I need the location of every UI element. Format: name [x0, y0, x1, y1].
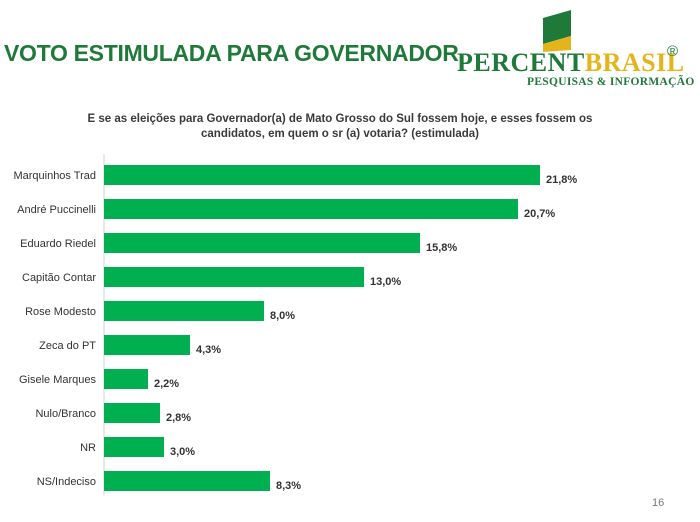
bar — [104, 301, 264, 321]
data-label: 2,8% — [166, 412, 191, 424]
category-label: Zeca do PT — [39, 340, 96, 352]
bar — [104, 369, 148, 389]
data-label: 4,3% — [196, 344, 221, 356]
logo-subtitle: PESQUISAS & INFORMAÇÃO — [527, 76, 695, 88]
data-label: 8,0% — [270, 310, 295, 322]
bar — [104, 403, 160, 423]
logo-word-brasil: BRASIL — [584, 48, 685, 77]
category-label: NR — [80, 442, 96, 454]
category-label: André Puccinelli — [17, 204, 96, 216]
bar — [104, 233, 420, 253]
data-label: 8,3% — [276, 480, 301, 492]
page-title: VOTO ESTIMULADA PARA GOVERNADOR — [4, 40, 459, 66]
page-number: 16 — [652, 497, 665, 509]
category-label: Capitão Contar — [22, 272, 96, 284]
data-label: 3,0% — [170, 446, 195, 458]
category-label: Nulo/Branco — [35, 408, 96, 420]
category-label: NS/Indeciso — [37, 476, 96, 488]
bar — [104, 471, 270, 491]
data-label: 2,2% — [154, 378, 179, 390]
data-label: 13,0% — [370, 276, 401, 288]
category-label: Rose Modesto — [25, 306, 96, 318]
logo-word-percent: PERCENT — [457, 48, 585, 77]
survey-question: E se as eleições para Governador(a) de M… — [87, 113, 593, 140]
bar — [104, 335, 190, 355]
category-label: Marquinhos Trad — [13, 170, 96, 182]
bar — [104, 267, 364, 287]
percent-brasil-logo: PERCENTBRASIL ® PESQUISAS & INFORMAÇÃO — [455, 10, 695, 92]
data-label: 15,8% — [426, 242, 457, 254]
flag-icon — [543, 10, 571, 52]
data-label: 20,7% — [524, 208, 555, 220]
bar — [104, 165, 540, 185]
category-label: Eduardo Riedel — [20, 238, 96, 250]
category-label: Gisele Marques — [19, 374, 97, 386]
logo-wordmark: PERCENTBRASIL — [457, 48, 685, 78]
bar — [104, 199, 518, 219]
data-label: 21,8% — [546, 174, 577, 186]
bar — [104, 437, 164, 457]
bar-chart: Marquinhos Trad 21,8% André Puccinelli 20,7… — [13, 154, 577, 495]
registered-mark: ® — [667, 43, 679, 60]
